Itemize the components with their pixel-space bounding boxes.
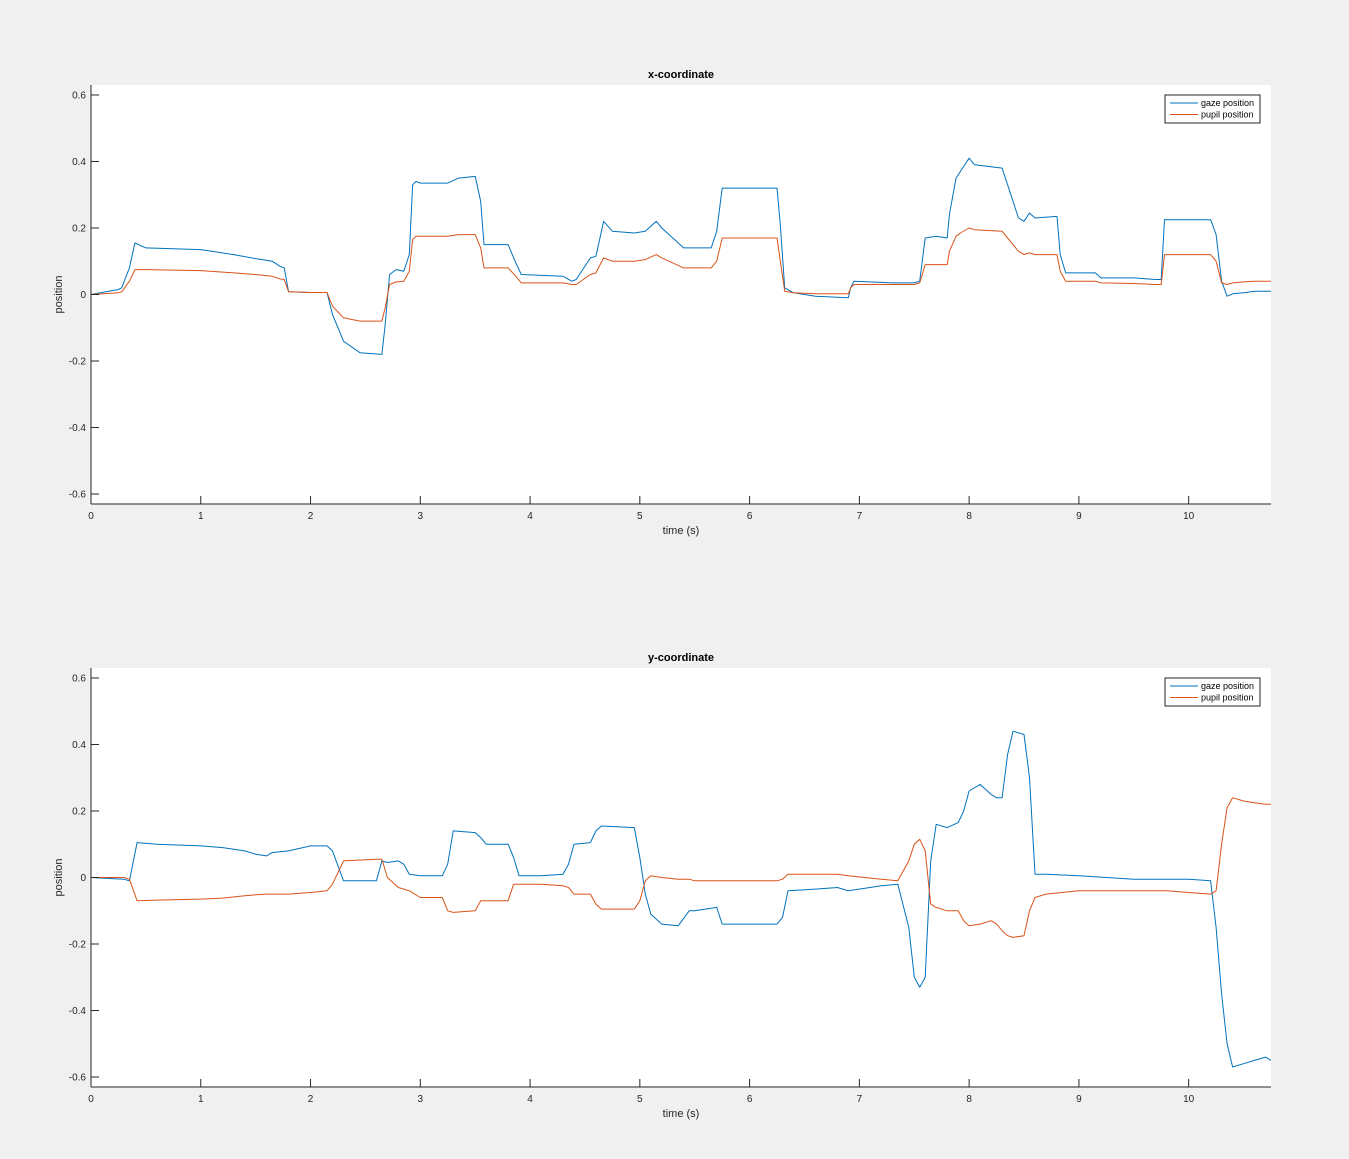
y-axis-label: position — [53, 859, 65, 897]
y-tick-label: 0 — [80, 290, 86, 301]
x-tick-label: 6 — [747, 511, 753, 522]
series-line-gaze-position — [91, 157, 1271, 355]
y-tick-label: -0.4 — [69, 1006, 87, 1017]
plot-x-coordinate: 0 1 2 3 4 5 6 7 8 9 10 -0.6 -0.4 -0.2 0 0.2 0.4 0.6 x-coor… — [53, 69, 1271, 537]
x-tick-label: 4 — [527, 1094, 533, 1105]
x-tick-label: 9 — [1076, 511, 1082, 522]
y-tick-label: -0.6 — [69, 490, 87, 501]
y-tick-label: 0.2 — [72, 806, 86, 817]
legend-label-pupil-position: pupil position — [1201, 693, 1254, 703]
y-tick-label: -0.2 — [69, 940, 87, 951]
y-tick-label: -0.6 — [69, 1073, 87, 1084]
x-tick-label: 3 — [418, 1094, 424, 1105]
x-axis-label: time (s) — [663, 1108, 700, 1120]
legend-box — [1164, 94, 1261, 124]
plot-area — [91, 85, 1271, 504]
y-axis-label: position — [53, 276, 65, 314]
x-tick-label: 2 — [308, 1094, 314, 1105]
y-tick-label: 0.6 — [72, 673, 86, 684]
plot-area — [91, 668, 1271, 1087]
chart-title: x-coordinate — [648, 69, 714, 81]
x-tick-label: 0 — [88, 511, 94, 522]
x-tick-label: 4 — [527, 511, 533, 522]
plot-y-coordinate: 0 1 2 3 4 5 6 7 8 9 10 -0.6 -0.4 -0.2 0 0.2 0.4 0.6 y-coor… — [53, 652, 1271, 1120]
legend-label-pupil-position: pupil position — [1201, 110, 1254, 120]
x-tick-label: 1 — [198, 1094, 204, 1105]
y-tick-label: 0.4 — [72, 157, 86, 168]
x-tick-label: 5 — [637, 1094, 643, 1105]
legend-label-gaze-position: gaze position — [1201, 681, 1254, 691]
chart-title: y-coordinate — [648, 652, 714, 664]
y-tick-label: -0.2 — [69, 357, 87, 368]
series-line-pupil-position — [91, 227, 1271, 322]
y-tick-label: -0.4 — [69, 423, 87, 434]
x-tick-label: 3 — [418, 511, 424, 522]
legend: gaze position pupil position — [1164, 677, 1261, 707]
y-tick-label: 0.2 — [72, 223, 86, 234]
series-group — [91, 730, 1271, 1068]
x-tick-label: 6 — [747, 1094, 753, 1105]
y-tick-label: 0 — [80, 873, 86, 884]
series-line-pupil-position — [91, 797, 1271, 938]
x-axis-label: time (s) — [663, 525, 700, 537]
x-tick-label: 10 — [1183, 1094, 1195, 1105]
x-tick-label: 7 — [857, 1094, 863, 1105]
legend-label-gaze-position: gaze position — [1201, 98, 1254, 108]
x-tick-label: 5 — [637, 511, 643, 522]
legend: gaze position pupil position — [1164, 94, 1261, 124]
series-line-gaze-position — [91, 730, 1271, 1068]
x-tick-label: 2 — [308, 511, 314, 522]
x-tick-label: 0 — [88, 1094, 94, 1105]
x-tick-label: 7 — [857, 511, 863, 522]
x-tick-label: 8 — [966, 511, 972, 522]
x-tick-label: 8 — [966, 1094, 972, 1105]
x-tick-label: 1 — [198, 511, 204, 522]
y-tick-label: 0.6 — [72, 90, 86, 101]
x-tick-label: 9 — [1076, 1094, 1082, 1105]
x-tick-label: 10 — [1183, 511, 1195, 522]
legend-box — [1164, 677, 1261, 707]
series-group — [91, 157, 1271, 355]
y-tick-label: 0.4 — [72, 740, 86, 751]
